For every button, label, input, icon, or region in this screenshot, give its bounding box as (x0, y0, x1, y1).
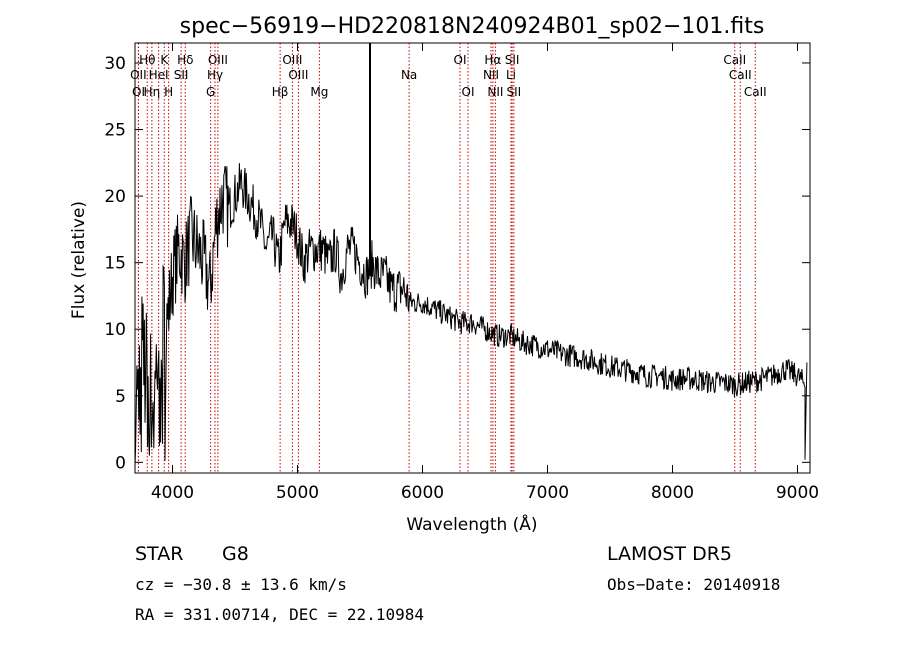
obs-date-label: Obs−Date: 20140918 (607, 575, 780, 594)
y-tick-label: 25 (104, 121, 126, 141)
object-class: STAR (135, 543, 183, 565)
y-axis: 0 5 10 15 20 25 30 (104, 54, 810, 473)
x-tick-label: 6000 (401, 483, 444, 503)
line-markers (137, 43, 756, 473)
spectral-line-label: OII (130, 68, 147, 82)
spectral-line-label: Mg (310, 85, 328, 99)
x-axis: 4000 5000 6000 7000 8000 9000 (151, 43, 819, 503)
spectral-line-label: OIII (208, 53, 228, 67)
spectral-line-label: Hγ (207, 68, 223, 82)
x-tick-label: 7000 (526, 483, 569, 503)
x-axis-label: Wavelength (Å) (406, 513, 537, 535)
spectral-line-label: Hδ (177, 53, 193, 67)
plot-frame (134, 42, 811, 474)
spectral-line-label: Li (506, 68, 516, 82)
y-tick-label: 30 (104, 54, 126, 74)
y-tick-label: 10 (104, 320, 126, 340)
spectral-line-label: OI (454, 53, 467, 67)
spectral-line-label: CaII (729, 68, 752, 82)
spectral-line-label: OI (462, 85, 475, 99)
y-tick-label: 5 (115, 387, 126, 407)
x-tick-label: 4000 (151, 483, 194, 503)
spectral-line-label: Hθ (139, 53, 155, 67)
spectrum-line (134, 163, 808, 467)
spectral-line-label: HeI (149, 68, 169, 82)
chart-title: spec−56919−HD220818N240924B01_sp02−101.f… (180, 14, 765, 39)
y-tick-label: 15 (104, 254, 126, 274)
spectral-line-label: Hη (144, 85, 161, 99)
spectral-line-label: NII (483, 68, 499, 82)
spectral-line-label: Na (401, 68, 417, 82)
spectral-line-label: SII (505, 53, 520, 67)
spectral-line-label: SII (507, 85, 522, 99)
coordinates-label: RA = 331.00714, DEC = 22.10984 (135, 605, 424, 624)
spectral-line-label: Hα (484, 53, 501, 67)
x-tick-label: 5000 (276, 483, 319, 503)
y-axis-label: Flux (relative) (69, 201, 89, 319)
x-tick-label: 9000 (776, 483, 819, 503)
spectral-line-label: H (164, 85, 173, 99)
spectral-line-label: SII (174, 68, 189, 82)
survey-label: LAMOST DR5 (607, 543, 732, 565)
spectral-line-label: CaII (723, 53, 746, 67)
spectral-line-label: Hβ (272, 85, 289, 99)
object-subclass: G8 (222, 543, 249, 565)
spectral-line-label: K (160, 53, 169, 67)
y-tick-label: 20 (104, 187, 126, 207)
spectral-line-label: CaII (744, 85, 767, 99)
spectral-line-label: NII (487, 85, 503, 99)
spectral-line-label: OIII (282, 53, 302, 67)
spectral-line-label: G (206, 85, 215, 99)
spectral-line-label: OIII (288, 68, 308, 82)
series-layer (134, 43, 808, 467)
x-tick-label: 8000 (651, 483, 694, 503)
redshift-label: cz = −30.8 ± 13.6 km/s (135, 575, 347, 594)
y-tick-label: 0 (115, 453, 126, 473)
